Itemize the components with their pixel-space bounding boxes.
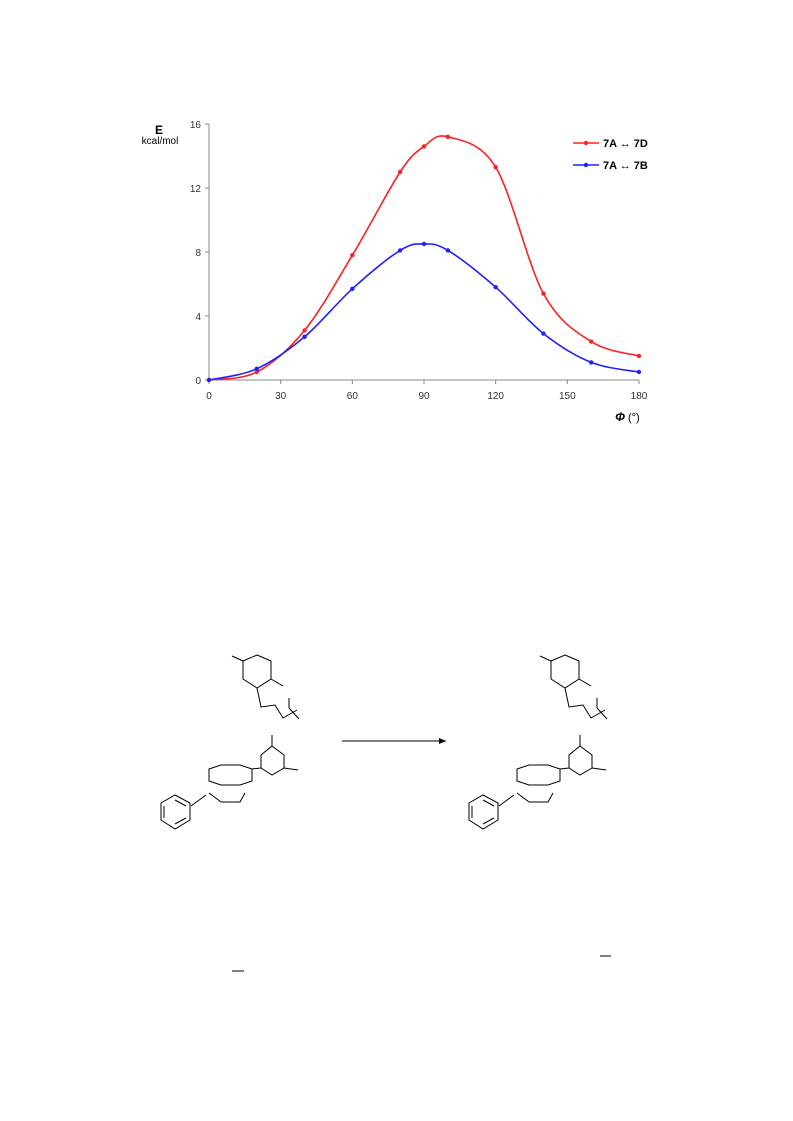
x-tick-label: 0 [206, 391, 212, 402]
x-tick-label: 30 [275, 391, 287, 402]
product-phenyl-link [498, 794, 515, 807]
data-point-series-1 [541, 291, 546, 296]
y-tick-label: 16 [190, 120, 202, 131]
data-point-series-1 [397, 169, 403, 175]
x-axis-title-symbol: Φ [615, 410, 625, 424]
product-piperazine-lower [516, 792, 554, 803]
product-piperazine-link [559, 767, 570, 770]
x-tick-label: 60 [347, 391, 359, 402]
data-point-series-1 [636, 353, 642, 359]
y-tick-label: 4 [195, 312, 201, 323]
product-piperazine [516, 764, 561, 786]
y-tick-label: 8 [195, 248, 201, 259]
reactant-molecule [160, 654, 300, 830]
product-molecule [468, 654, 608, 830]
legend-marker-red [583, 140, 589, 146]
reactant-methyl-top [231, 655, 244, 662]
data-point-series-1 [254, 369, 259, 375]
data-point-series-1 [302, 328, 307, 333]
reactant-aryl-ring [242, 654, 272, 689]
product-carbonyl-2 [596, 707, 608, 720]
reactant-methyl-ring [283, 767, 299, 771]
y-axis-title: E [155, 123, 163, 137]
reactant-piperazine-link [251, 767, 262, 770]
reaction-arrow-head [439, 738, 446, 744]
product-aryl-ring [550, 654, 580, 689]
x-tick-label: 90 [418, 391, 430, 402]
data-point-series-2 [397, 248, 403, 253]
x-ticks: 0 30 60 90 120 150 180 [206, 380, 648, 402]
legend-label-series-1: 7A ↔ 7D [603, 138, 648, 150]
data-point-series-2 [445, 248, 451, 253]
reactant-methyl-side [270, 678, 284, 687]
data-point-series-1 [493, 165, 498, 170]
reactant-phenyl-ring [160, 794, 191, 830]
series-layer [206, 134, 642, 383]
data-point-series-2 [206, 377, 212, 383]
data-point-series-1 [350, 253, 355, 258]
product-phenyl-inner [471, 799, 495, 825]
product-vinyl-chain [564, 687, 606, 719]
y-tick-label: 12 [190, 184, 202, 195]
y-axis-unit: kcal/mol [142, 136, 179, 147]
x-tick-label: 120 [487, 391, 504, 402]
x-axis-title-unit: (°) [628, 412, 640, 424]
data-point-series-2 [302, 334, 307, 339]
legend-label-series-2: 7A ↔ 7B [603, 160, 648, 172]
x-tick-label: 180 [631, 391, 648, 402]
data-point-series-2 [421, 241, 427, 247]
data-point-series-1 [421, 144, 427, 149]
reactant-carbonyl-2 [288, 707, 300, 720]
product-phenyl-ring [468, 794, 499, 830]
data-point-series-2 [254, 366, 259, 371]
reactant-phenyl-link [190, 794, 207, 807]
energy-profile-chart: 0 4 8 12 16 0 30 60 90 120 150 180 E kcal/mol Φ (°… [142, 120, 648, 424]
product-methyl-ring [591, 767, 607, 771]
data-point-series-2 [636, 369, 642, 375]
legend: 7A ↔ 7D 7A ↔ 7B [573, 138, 648, 172]
reactant-vinyl-chain [256, 687, 298, 719]
product-methyl-side [578, 678, 592, 687]
x-tick-label: 150 [559, 391, 576, 402]
reactant-piperazine [208, 764, 253, 786]
y-tick-label: 0 [195, 376, 201, 387]
reactant-phenyl-inner [163, 799, 187, 825]
data-point-series-2 [589, 360, 594, 365]
data-point-series-2 [350, 286, 355, 291]
data-point-series-2 [541, 331, 546, 336]
data-point-series-1 [589, 339, 594, 344]
reactant-piperazine-lower [208, 792, 246, 803]
product-pyrimidine [568, 735, 593, 776]
data-point-series-2 [493, 285, 498, 290]
reactant-pyrimidine [260, 735, 285, 776]
data-point-series-1 [445, 134, 451, 139]
product-methyl-top [539, 655, 552, 662]
legend-marker-blue [583, 162, 589, 168]
y-ticks: 0 4 8 12 16 [190, 120, 209, 387]
